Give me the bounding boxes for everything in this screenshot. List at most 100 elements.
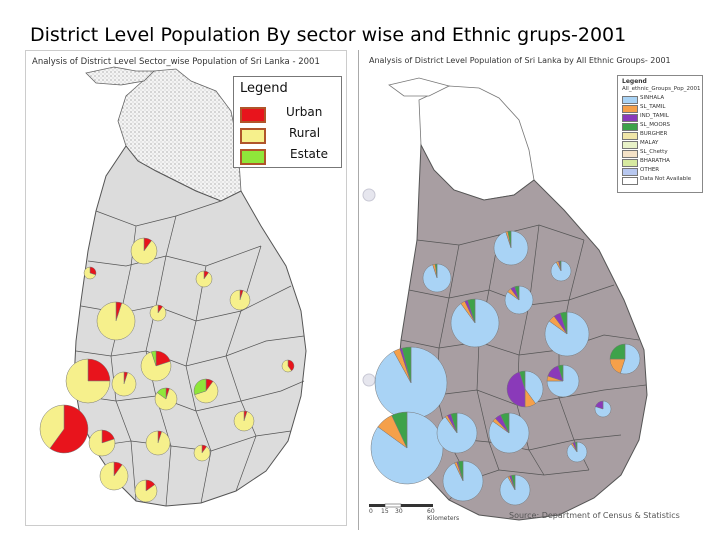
legend-item-rural: Rural (240, 126, 340, 144)
legend-label: MALAY (640, 140, 659, 146)
left-map-title: Analysis of District Level Sector_wise P… (32, 57, 320, 67)
legend-swatch (622, 159, 638, 167)
pie-slice (434, 263, 438, 279)
sector-pie (281, 359, 295, 373)
legend-label: SL_MOORS (640, 122, 671, 128)
sector-pie (65, 358, 111, 404)
legend-subtitle: All_ethnic_Groups_Pop_2001 (622, 86, 701, 92)
legend-label: Urban (286, 105, 323, 119)
ethnic-pie (499, 474, 531, 506)
scale-bar (369, 503, 433, 508)
pie-slice (134, 479, 158, 503)
pie-slice (609, 343, 626, 360)
pie-slice (524, 370, 544, 404)
sector-pie (193, 378, 219, 404)
legend-title: Legend (240, 81, 288, 96)
sector-pie (149, 304, 167, 322)
ethnic-map-canvas (362, 77, 648, 521)
pie-slice (229, 289, 251, 311)
scale-tick: 0 (369, 508, 373, 515)
sector-pie (140, 350, 172, 382)
legend-swatch (622, 123, 638, 131)
legend-label: SINHALA (640, 95, 665, 101)
pie-slice (594, 400, 612, 418)
legend-label: SL_TAMIL (640, 104, 666, 110)
ethnic-pie (504, 285, 534, 315)
pie-slice (457, 460, 464, 482)
legend-swatch (622, 105, 638, 113)
pie-slice (156, 387, 167, 400)
legend-swatch (622, 114, 638, 122)
scale-tick: 60 (427, 508, 435, 515)
sector-map-canvas (39, 66, 307, 507)
sector-pie (99, 461, 129, 491)
sector-pie (83, 266, 97, 280)
pie-slice (507, 230, 512, 249)
legend-swatch (622, 96, 638, 104)
sector-pie (130, 237, 158, 265)
sector-legend: Legend Urban Rural Estate (233, 76, 342, 168)
ethnic-pie (546, 364, 580, 398)
sector-pie (96, 301, 136, 341)
pie-slice (145, 430, 171, 456)
pie-slice (130, 237, 158, 265)
legend-item-urban: Urban (240, 105, 340, 123)
legend-label: OTHER (640, 167, 660, 173)
pie-slice (65, 358, 111, 404)
ethnic-pie (493, 230, 529, 266)
ethnic-pie (566, 441, 588, 463)
sector-pie (134, 479, 158, 503)
legend-label: Rural (289, 126, 321, 140)
binder-hole (362, 373, 376, 387)
pie-slice (510, 474, 516, 491)
pie-slice (233, 410, 255, 432)
pie-slice (96, 301, 136, 341)
ethnic-pie-charts (370, 230, 641, 506)
pie-slice (450, 412, 458, 434)
pie-slice (557, 364, 564, 382)
legend-label: BURGHER (640, 131, 668, 137)
legend-label: Data Not Available (640, 176, 692, 182)
legend-label: BHARATHA (640, 158, 670, 164)
legend-swatch (622, 132, 638, 140)
binder-hole (362, 188, 376, 202)
pie-slice (401, 346, 412, 384)
pie-slice (595, 400, 604, 410)
ethnic-legend: Legend All_ethnic_Groups_Pop_2001 SINHAL… (617, 75, 703, 193)
pie-slice (559, 311, 568, 335)
slide-title: District Level Population By sector wise… (30, 24, 627, 46)
legend-swatch (622, 177, 638, 185)
sector-pie (233, 410, 255, 432)
scale-tick: 15 (381, 508, 389, 515)
ethnic-pie (506, 370, 544, 408)
pie-slice (149, 304, 167, 322)
pie-slice (151, 350, 157, 367)
pie-slice (519, 370, 526, 390)
legend-swatch (622, 168, 638, 176)
ethnic-pie (370, 411, 444, 485)
sector-pie (193, 444, 211, 462)
pie-slice (193, 444, 211, 462)
pie-slice (546, 364, 580, 398)
scale-unit: Kilometers (427, 515, 460, 522)
pie-slice (514, 285, 520, 301)
pie-slice (140, 351, 172, 382)
pie-slice (574, 441, 578, 453)
pie-slice (620, 343, 641, 375)
ethnic-pie (450, 298, 500, 348)
pie-slice (506, 371, 526, 408)
legend-label: SL_Chetty (640, 149, 668, 155)
pie-slice (559, 260, 562, 272)
northern-peninsula-shape (388, 77, 451, 97)
pie-slice (467, 298, 476, 324)
legend-swatch (622, 141, 638, 149)
ethnic-population-map: Analysis of District Level Population of… (358, 50, 706, 530)
pie-slice (111, 371, 137, 397)
sector-pie-charts (39, 237, 295, 503)
ethnic-pie (488, 412, 530, 454)
estate-swatch (240, 149, 266, 165)
ethnic-pie (609, 343, 641, 375)
right-map-title: Analysis of District Level Population of… (369, 56, 671, 65)
scale-tick: 30 (395, 508, 403, 515)
legend-label: Estate (290, 147, 328, 161)
